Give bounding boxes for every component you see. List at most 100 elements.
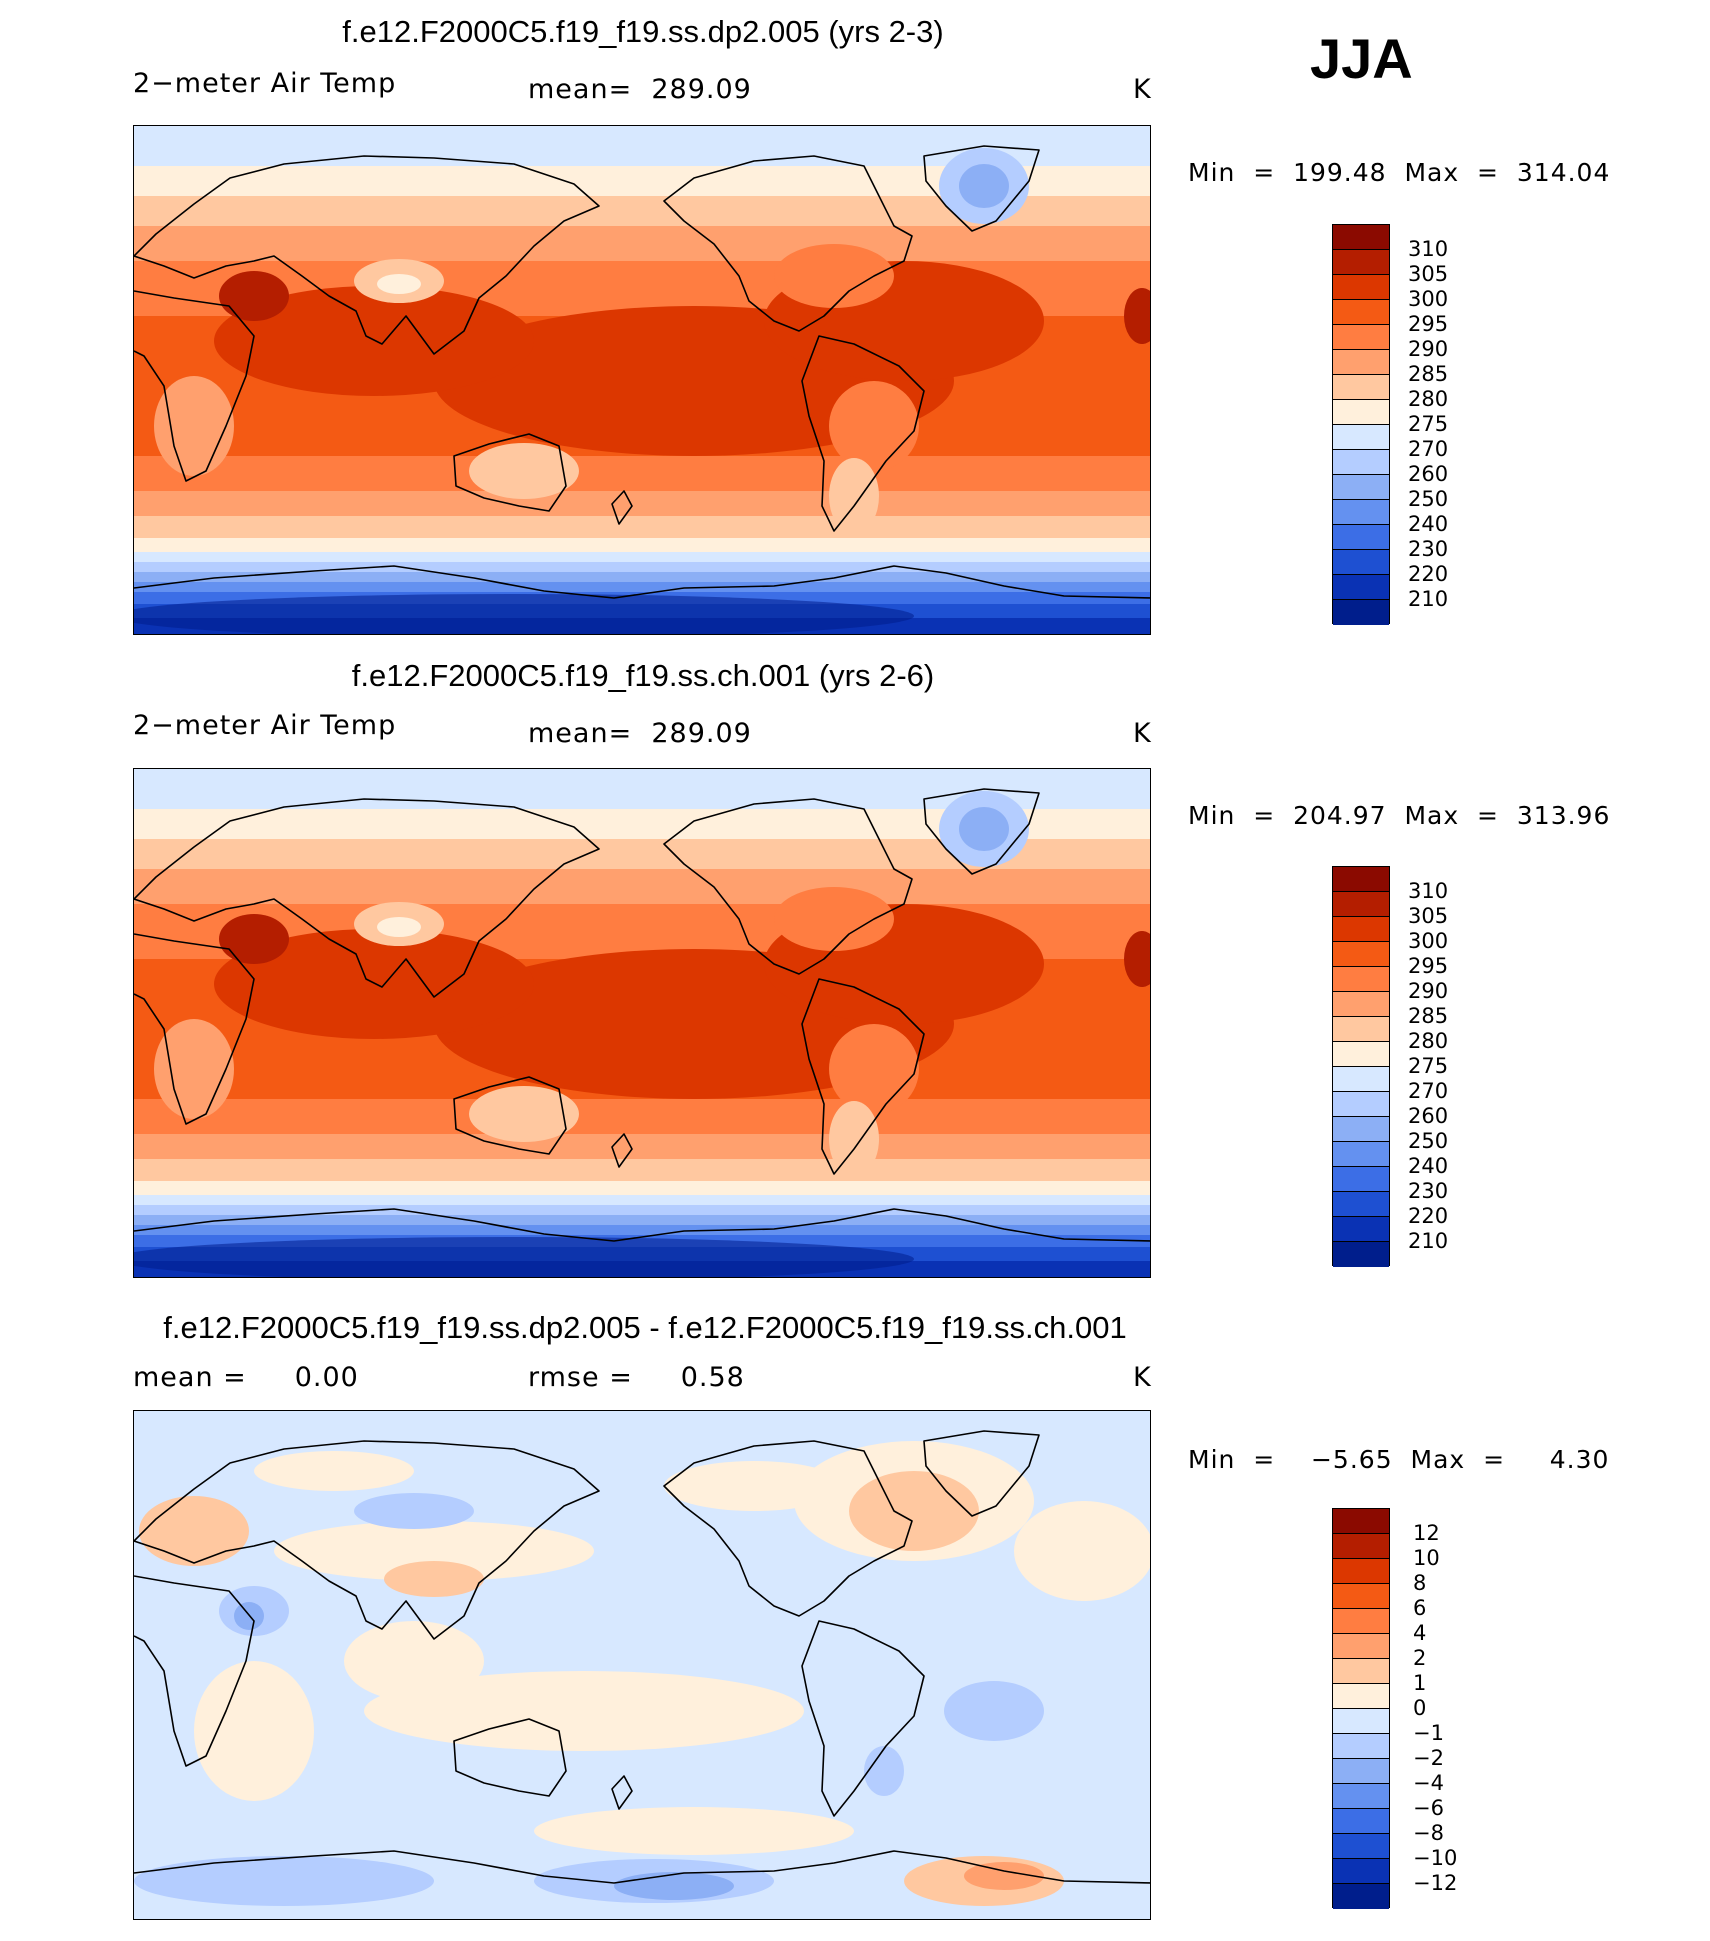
colorbar-tick-label: 305 — [1408, 904, 1449, 928]
coastline — [611, 1133, 633, 1168]
colorbar-tick-label: 275 — [1408, 1054, 1449, 1078]
colorbar-swatch — [1333, 250, 1389, 275]
colorbar-swatch — [1333, 867, 1389, 892]
colorbar-tick-label: 4 — [1413, 1621, 1427, 1645]
panel-1-variable-label: 2−meter Air Temp — [133, 68, 397, 99]
colorbar-swatch — [1333, 917, 1389, 942]
coastline — [923, 1430, 1040, 1517]
colorbar-tick-label: 10 — [1413, 1546, 1440, 1570]
colorbar-swatch — [1333, 1017, 1389, 1042]
colorbar-tick-label: −2 — [1413, 1746, 1444, 1770]
colorbar-tick-label: −4 — [1413, 1771, 1444, 1795]
colorbar-tick-label: 230 — [1408, 1179, 1449, 1203]
panel-1-map — [133, 125, 1151, 635]
colorbar-swatch — [1333, 225, 1389, 250]
panel-2-map — [133, 768, 1151, 1278]
colorbar-swatch — [1333, 1859, 1389, 1884]
panel-1-title: f.e12.F2000C5.f19_f19.ss.dp2.005 (yrs 2-… — [342, 14, 944, 49]
panel-3-min-max: Min = −5.65 Max = 4.30 — [1188, 1445, 1610, 1474]
colorbar-tick-label: 2 — [1413, 1646, 1427, 1670]
coastline — [453, 1076, 567, 1155]
colorbar-tick-label: 280 — [1408, 387, 1449, 411]
colorbar-swatch — [1333, 1167, 1389, 1192]
colorbar-tick-label: 290 — [1408, 337, 1449, 361]
colorbar-tick-label: 250 — [1408, 1129, 1449, 1153]
colorbar-swatch — [1333, 1559, 1389, 1584]
colorbar-tick-label: 210 — [1408, 1229, 1449, 1253]
colorbar-tick-label: 1 — [1413, 1671, 1427, 1695]
colorbar-tick-label: 6 — [1413, 1596, 1427, 1620]
colorbar-tick-label: 270 — [1408, 1079, 1449, 1103]
colorbar-tick-label: 220 — [1408, 1204, 1449, 1228]
colorbar-tick-label: 310 — [1408, 879, 1449, 903]
colorbar-swatch — [1333, 400, 1389, 425]
panel-2-mean-label: mean= 289.09 — [528, 718, 752, 749]
coastline — [801, 978, 925, 1175]
colorbar-tick-label: −8 — [1413, 1821, 1444, 1845]
colorbar-tick-label: 8 — [1413, 1571, 1427, 1595]
colorbar-tick-label: 260 — [1408, 1104, 1449, 1128]
panel-2-colorbar — [1332, 866, 1390, 1267]
colorbar-tick-label: 220 — [1408, 562, 1449, 586]
colorbar-tick-label: 230 — [1408, 537, 1449, 561]
panel-2-title: f.e12.F2000C5.f19_f19.ss.ch.001 (yrs 2-6… — [351, 658, 935, 693]
colorbar-swatch — [1333, 425, 1389, 450]
panel-1-min-max: Min = 199.48 Max = 314.04 — [1188, 158, 1611, 187]
colorbar-swatch — [1333, 992, 1389, 1017]
colorbar-tick-label: 295 — [1408, 954, 1449, 978]
panel-2-unit-label: K — [1133, 718, 1152, 749]
coastline — [134, 1440, 600, 1640]
colorbar-swatch — [1333, 1784, 1389, 1809]
panel-3-rmse-label: rmse = 0.58 — [528, 1362, 745, 1393]
colorbar-tick-label: 12 — [1413, 1521, 1440, 1545]
colorbar-swatch — [1333, 1092, 1389, 1117]
colorbar-swatch — [1333, 550, 1389, 575]
colorbar-swatch — [1333, 1834, 1389, 1859]
panel-1-unit-label: K — [1133, 74, 1152, 105]
coastline — [923, 788, 1040, 875]
colorbar-tick-label: 260 — [1408, 462, 1449, 486]
panel-2-min-max: Min = 204.97 Max = 313.96 — [1188, 801, 1611, 830]
colorbar-tick-label: 300 — [1408, 929, 1449, 953]
panel-1-colorbar — [1332, 224, 1390, 625]
panel-1-mean-label: mean= 289.09 — [528, 74, 752, 105]
colorbar-swatch — [1333, 1142, 1389, 1167]
coastline — [453, 1718, 567, 1797]
panel-3-mean-label: mean = 0.00 — [133, 1362, 359, 1393]
colorbar-swatch — [1333, 1734, 1389, 1759]
coastline — [134, 1850, 1150, 1884]
colorbar-tick-label: 270 — [1408, 437, 1449, 461]
season-label: JJA — [1310, 27, 1413, 90]
colorbar-swatch — [1333, 475, 1389, 500]
colorbar-swatch — [1333, 1534, 1389, 1559]
colorbar-swatch — [1333, 967, 1389, 992]
colorbar-swatch — [1333, 1634, 1389, 1659]
colorbar-swatch — [1333, 1584, 1389, 1609]
colorbar-swatch — [1333, 1684, 1389, 1709]
colorbar-tick-label: 310 — [1408, 237, 1449, 261]
coastline — [134, 1575, 255, 1767]
panel-3-map — [133, 1410, 1151, 1920]
map-canvas — [134, 769, 1150, 1277]
colorbar-tick-label: 305 — [1408, 262, 1449, 286]
colorbar-tick-label: 295 — [1408, 312, 1449, 336]
colorbar-swatch — [1333, 300, 1389, 325]
coastline — [134, 798, 600, 998]
colorbar-tick-label: 280 — [1408, 1029, 1449, 1053]
colorbar-swatch — [1333, 1242, 1389, 1267]
colorbar-tick-label: 0 — [1413, 1696, 1427, 1720]
colorbar-tick-label: 250 — [1408, 487, 1449, 511]
coastline — [663, 1440, 913, 1617]
coastline — [663, 798, 913, 975]
colorbar-swatch — [1333, 1509, 1389, 1534]
colorbar-swatch — [1333, 1117, 1389, 1142]
coastline — [134, 933, 255, 1125]
coastline — [611, 490, 633, 525]
colorbar-swatch — [1333, 1217, 1389, 1242]
colorbar-swatch — [1333, 525, 1389, 550]
coastline — [611, 1775, 633, 1810]
colorbar-swatch — [1333, 325, 1389, 350]
colorbar-swatch — [1333, 1067, 1389, 1092]
colorbar-swatch — [1333, 450, 1389, 475]
colorbar-tick-label: 300 — [1408, 287, 1449, 311]
